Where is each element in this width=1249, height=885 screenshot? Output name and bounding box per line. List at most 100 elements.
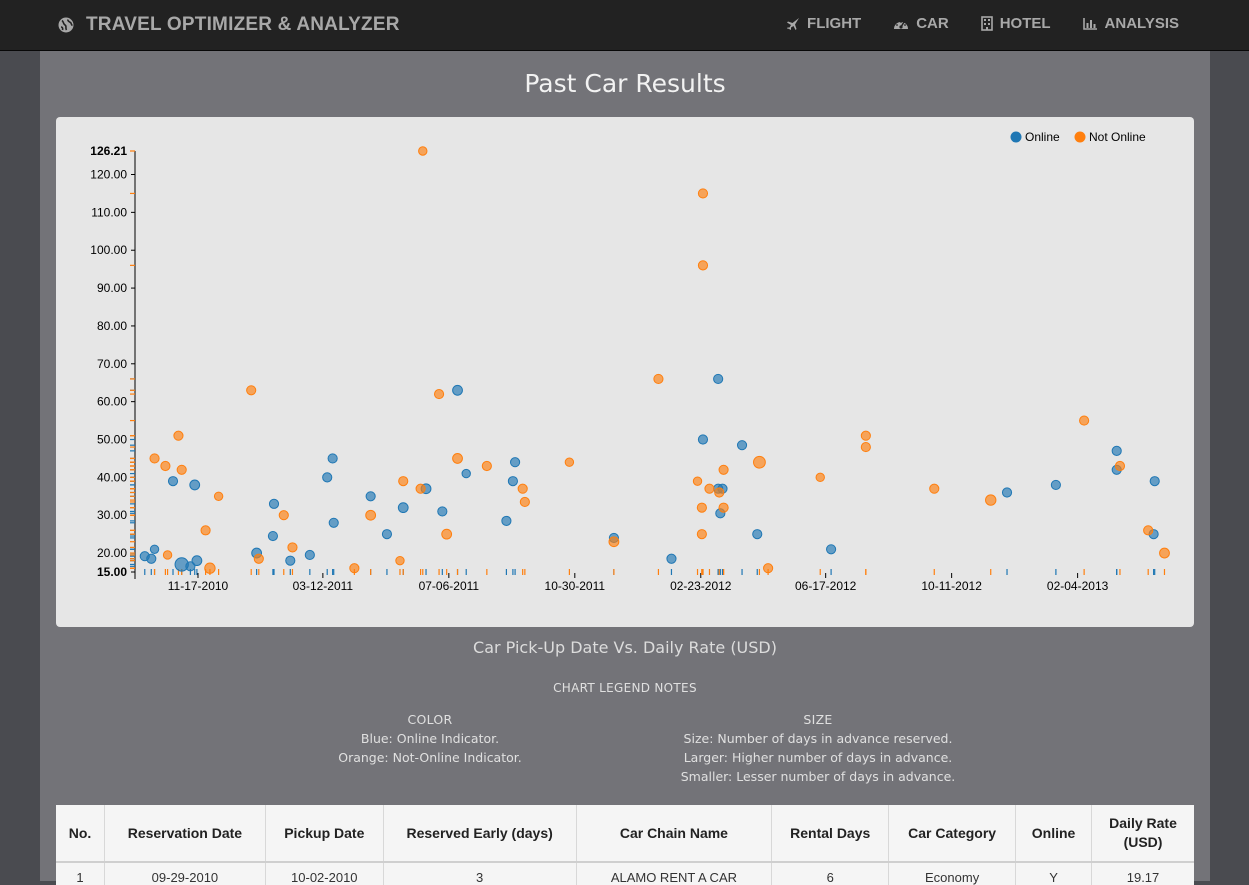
bar-chart-icon: [1082, 18, 1097, 30]
data-point-not-online: [418, 146, 428, 156]
col-header-online[interactable]: Online: [1015, 805, 1093, 863]
color-notes: COLOR Blue: Online Indicator. Orange: No…: [230, 710, 630, 767]
x-tick-label: 03-12-2011: [293, 579, 354, 593]
results-table-container: No. Reservation Date Pickup Date Reserve…: [56, 805, 1194, 885]
col-header-car-chain-name[interactable]: Car Chain Name: [576, 805, 773, 863]
data-point-not-online: [415, 483, 426, 494]
col-header-pickup-date[interactable]: Pickup Date: [265, 805, 384, 863]
data-point-not-online: [697, 260, 709, 271]
data-point-online: [713, 373, 724, 385]
nav-hotel-label: HOTEL: [999, 15, 1051, 32]
data-point-not-online: [433, 388, 445, 400]
nav-flight[interactable]: FLIGHT: [786, 15, 861, 32]
data-point-online: [736, 440, 748, 451]
chart-panel: 15.00 20.00 30.00 40.00 50.00 60.00 70.00 80.00…: [56, 117, 1194, 627]
data-point-not-online: [860, 430, 871, 441]
chart-caption: Car Pick-Up Date Vs. Daily Rate (USD): [473, 638, 777, 657]
data-point-not-online: [1159, 547, 1170, 559]
data-point-online: [268, 498, 280, 509]
data-point-not-online: [349, 563, 360, 574]
data-point-not-online: [763, 563, 774, 574]
cell-car-chain-name: ALAMO RENT A CAR: [576, 862, 773, 885]
data-point-online: [1149, 476, 1160, 487]
cell-reservation-date: 09-29-2010: [104, 862, 266, 885]
data-point-not-online: [176, 464, 187, 475]
y-tick-label: 20.00: [97, 546, 127, 560]
data-point-online: [381, 529, 393, 540]
data-point-online: [191, 555, 203, 567]
data-point-online: [328, 517, 339, 528]
data-point-not-online: [692, 476, 703, 486]
col-header-no[interactable]: No.: [56, 805, 105, 863]
data-point-not-online: [704, 483, 715, 494]
data-point-online: [752, 529, 763, 540]
col-header-car-category[interactable]: Car Category: [888, 805, 1017, 863]
results-table: No. Reservation Date Pickup Date Reserve…: [56, 805, 1194, 885]
data-point-online: [1111, 445, 1122, 456]
table-header-row: No. Reservation Date Pickup Date Reserve…: [56, 805, 1194, 863]
data-point-online: [146, 553, 157, 564]
x-tick-label: 10-30-2011: [545, 579, 606, 593]
data-point-not-online: [162, 550, 173, 560]
data-point-online: [185, 561, 196, 572]
data-point-not-online: [718, 502, 729, 513]
data-point-online: [501, 515, 512, 526]
dashboard-icon: [894, 20, 909, 29]
nav-analysis[interactable]: ANALYSIS: [1082, 15, 1179, 32]
y-tick-label: 30.00: [97, 508, 127, 522]
data-point-online: [697, 434, 709, 445]
nav-car[interactable]: CAR: [893, 15, 949, 32]
data-point-not-online: [149, 453, 160, 464]
x-tick-label: 11-17-2010: [168, 579, 229, 593]
size-notes-heading: SIZE: [803, 712, 833, 727]
y-tick-label: 126.21: [90, 144, 127, 158]
cell-rental-days: 6: [771, 862, 890, 885]
data-point-not-online: [860, 441, 871, 453]
col-header-reserved-early[interactable]: Reserved Early (days): [383, 805, 577, 863]
scatter-chart: 15.00 20.00 30.00 40.00 50.00 60.00 70.00 80.00…: [90, 130, 1170, 593]
data-point-not-online: [697, 188, 709, 199]
col-header-rental-days[interactable]: Rental Days: [771, 805, 890, 863]
data-point-not-online: [253, 553, 264, 564]
data-point-not-online: [564, 457, 575, 467]
data-point-not-online: [653, 373, 664, 385]
data-point-not-online: [1143, 525, 1154, 536]
data-point-not-online: [481, 460, 492, 472]
color-note-line: Blue: Online Indicator.: [360, 731, 500, 746]
size-note-line: Smaller: Lesser number of days in advanc…: [680, 769, 956, 784]
y-tick-label: 15.00: [97, 565, 127, 579]
legend-swatch: [1010, 131, 1022, 143]
table-row[interactable]: 1 09-29-2010 10-02-2010 3 ALAMO RENT A C…: [56, 862, 1194, 885]
cell-daily-rate: 19.17: [1126, 869, 1160, 885]
brand-title: TRAVEL OPTIMIZER & ANALYZER: [86, 14, 400, 35]
globe-icon: [58, 17, 74, 33]
col-header-reservation-date[interactable]: Reservation Date: [104, 805, 266, 863]
data-point-not-online: [753, 455, 766, 469]
data-point-online: [189, 479, 201, 491]
col-header-daily-rate[interactable]: Daily Rate (USD): [1091, 805, 1194, 863]
nav-hotel[interactable]: HOTEL: [980, 15, 1051, 32]
y-tick-label: 80.00: [97, 319, 127, 333]
data-point-online: [452, 384, 463, 396]
data-point-not-online: [517, 483, 528, 494]
data-point-not-online: [929, 483, 940, 494]
y-tick-label: 90.00: [97, 281, 127, 295]
nav-analysis-label: ANALYSIS: [1104, 15, 1179, 32]
data-point-not-online: [395, 555, 405, 566]
plane-icon: [787, 17, 800, 30]
data-point-online: [1050, 479, 1061, 491]
data-point-online: [365, 491, 376, 502]
main-nav: FLIGHT CAR HOTEL ANA: [786, 15, 1179, 32]
legend-label: Not Online: [1089, 130, 1146, 144]
data-point-not-online: [714, 487, 725, 498]
y-tick-label: 110.00: [91, 205, 127, 219]
brand[interactable]: TRAVEL OPTIMIZER & ANALYZER: [58, 14, 400, 36]
size-note-line: Larger: Higher number of days in advance…: [683, 750, 953, 765]
data-point-not-online: [365, 509, 377, 521]
data-point-online: [327, 453, 338, 464]
data-point-online: [285, 555, 296, 566]
y-tick-label: 50.00: [97, 433, 127, 447]
legend-notes-title: CHART LEGEND NOTES: [553, 681, 697, 695]
data-point-not-online: [441, 528, 453, 540]
data-point-online: [304, 549, 315, 561]
